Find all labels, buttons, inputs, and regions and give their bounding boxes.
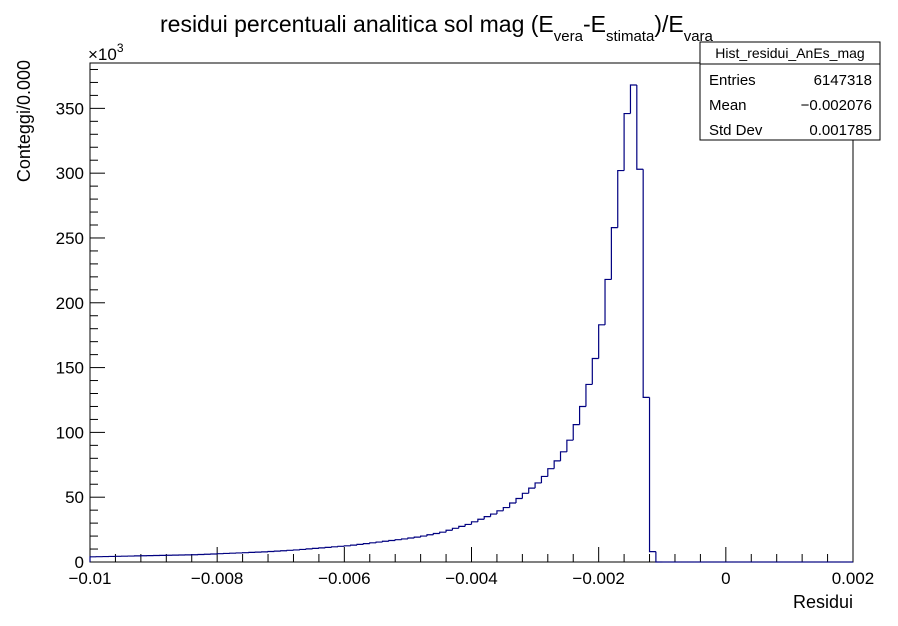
histogram-bin [311, 547, 319, 549]
y-tick-label: 100 [56, 423, 84, 442]
histogram-bin [655, 551, 663, 563]
x-tick-label: 0.002 [832, 569, 875, 588]
histogram-bin [375, 541, 383, 543]
histogram-bin [547, 468, 555, 477]
histogram-bin [617, 169, 625, 228]
histogram-bin [648, 397, 656, 553]
y-tick-label: 50 [65, 488, 84, 507]
histogram-bin [445, 529, 453, 533]
histogram-bin [591, 357, 599, 385]
histogram-bin [464, 523, 472, 527]
histogram-bin [515, 497, 523, 504]
histogram-bin [432, 532, 440, 535]
histogram-bin [496, 510, 504, 515]
histogram-bin [356, 543, 364, 546]
stats-mean-value: −0.002076 [801, 97, 872, 114]
histogram-bin [534, 482, 542, 489]
axis-tick-labels: −0.01 −0.008 −0.006 −0.004 −0.002 0 0.002 0 50 10… [56, 99, 875, 588]
x-tick-label: −0.01 [68, 569, 111, 588]
y-tick-label: 0 [75, 553, 84, 572]
y-tick-label: 300 [56, 164, 84, 183]
histogram-bin [598, 324, 606, 359]
y-tick-label: 150 [56, 359, 84, 378]
histogram-bin [439, 531, 447, 534]
stats-entries-label: Entries [709, 72, 756, 89]
histogram-bin [388, 539, 396, 542]
histogram-bin [585, 383, 593, 407]
histogram-bin [629, 84, 637, 114]
histogram-bin [299, 548, 307, 551]
x-tick-label: −0.002 [572, 569, 624, 588]
histogram-bin [509, 502, 517, 508]
histogram-bin [400, 538, 408, 540]
histogram-bin [369, 542, 377, 544]
histogram-bin [426, 534, 434, 537]
x-axis-label: Residui [793, 592, 853, 612]
histogram-bin [318, 547, 326, 549]
histogram-bin [343, 545, 351, 547]
x-tick-label: −0.004 [445, 569, 497, 588]
histogram-bin [578, 405, 586, 425]
histogram-bin [483, 516, 491, 520]
histogram-bin [331, 546, 338, 548]
axis-ticks [89, 68, 854, 563]
stats-stddev-label: Std Dev [709, 122, 763, 139]
stats-box: Hist_residui_AnEs_mag Entries 6147318 Me… [699, 41, 881, 141]
histogram-bin [528, 487, 536, 494]
histogram-bin [502, 506, 510, 511]
y-tick-label: 350 [56, 99, 84, 118]
histogram-bin [381, 540, 389, 543]
histogram-bin [566, 439, 574, 452]
x-tick-label: 0 [721, 569, 730, 588]
histogram-bin [407, 537, 415, 539]
histogram-bin [420, 535, 427, 538]
histogram-bin [324, 546, 332, 548]
histogram-bin [559, 451, 567, 461]
histogram-bin [451, 527, 459, 531]
histogram-bin [610, 227, 618, 280]
histogram-bin [413, 536, 421, 539]
x-tick-label: −0.008 [191, 569, 243, 588]
stats-box-title: Hist_residui_AnEs_mag [715, 45, 864, 61]
y-multiplier-label: ×103 [88, 41, 124, 64]
histogram-bin [89, 556, 97, 562]
histogram-bin [540, 475, 548, 483]
histogram-bin [477, 518, 485, 522]
histogram-bin [362, 542, 370, 545]
histogram-bin [642, 169, 650, 398]
y-tick-label: 250 [56, 229, 84, 248]
stats-mean-label: Mean [709, 97, 747, 114]
histogram-bin [394, 539, 402, 541]
stats-stddev-value: 0.001785 [809, 122, 872, 139]
histogram-bin [337, 545, 345, 547]
histogram-bin [572, 424, 580, 441]
y-tick-label: 200 [56, 294, 84, 313]
histogram-bin [636, 85, 644, 170]
histogram-bin [458, 525, 466, 529]
chart-title: residui percentuali analitica sol mag (E… [160, 11, 714, 45]
histogram-bin [553, 460, 561, 469]
histogram-bin [489, 513, 497, 517]
histogram-bins [89, 84, 853, 563]
histogram-bin [350, 544, 358, 546]
stats-entries-value: 6147318 [814, 72, 872, 89]
histogram-bin [305, 548, 313, 550]
histogram-bin [521, 492, 529, 499]
y-axis-label: Conteggi/0.000 [14, 60, 34, 182]
histogram-bin [604, 278, 612, 325]
histogram-bin [470, 521, 478, 525]
x-tick-label: −0.006 [318, 569, 370, 588]
histogram-bin [623, 112, 631, 171]
